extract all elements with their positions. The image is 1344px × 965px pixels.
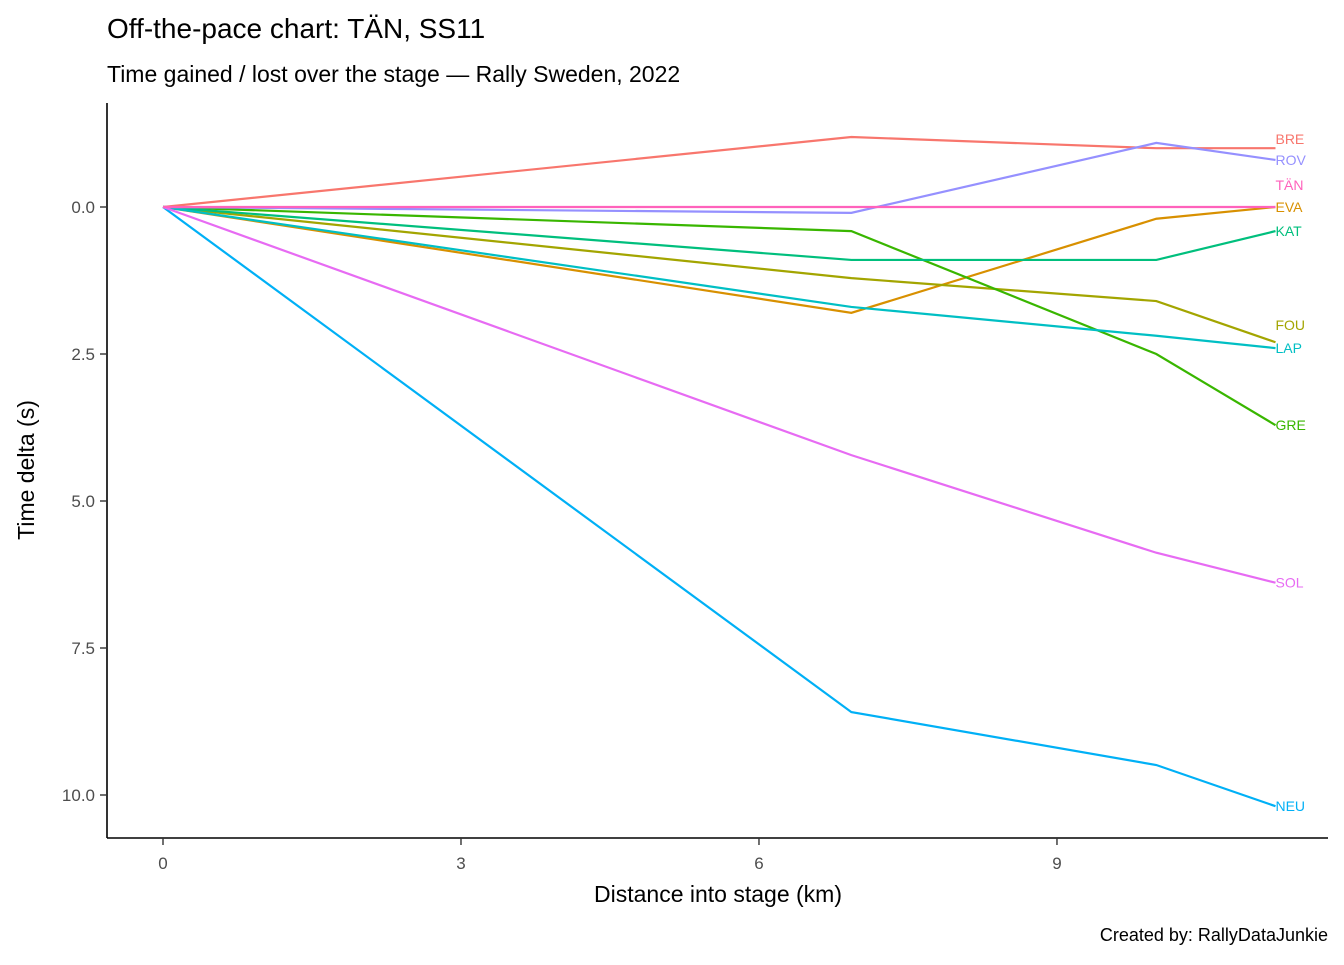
series-end-label: EVA: [1275, 199, 1303, 215]
series-line-sol: [162, 205, 1276, 584]
series-end-label: LAP: [1275, 340, 1301, 356]
series-line-rov: [162, 141, 1276, 214]
series-line-bre: [162, 135, 1276, 209]
x-tick-label: 6: [754, 854, 763, 873]
x-axis-label: Distance into stage (km): [594, 881, 842, 907]
series-end-label: SOL: [1275, 575, 1303, 591]
series-line-gre: [162, 205, 1277, 427]
series-end-label: TÄN: [1275, 177, 1303, 193]
y-tick-label: 2.5: [71, 345, 95, 364]
y-tick-label: 10.0: [62, 786, 95, 805]
series-end-label: BRE: [1275, 131, 1304, 147]
series-end-label: NEU: [1275, 798, 1305, 814]
y-tick-label: 5.0: [71, 492, 95, 511]
chart-title: Off-the-pace chart: TÄN, SS11: [107, 13, 485, 44]
x-axis-ticks: 0 3 6 9: [158, 838, 1062, 873]
series-line-lap: [162, 205, 1276, 350]
x-tick-label: 0: [158, 854, 167, 873]
series-line-fou: [162, 205, 1276, 344]
series-line-kat: [162, 205, 1276, 262]
chart-subtitle: Time gained / lost over the stage — Rall…: [107, 61, 680, 87]
chart-caption: Created by: RallyDataJunkie: [1100, 925, 1328, 945]
y-axis-label: Time delta (s): [13, 400, 39, 540]
series-lines: [162, 135, 1277, 808]
series-end-labels: BRE EVA FOU GRE KAT LAP NEU ROV SOL TÄN: [1275, 131, 1306, 814]
series-end-label: GRE: [1275, 417, 1305, 433]
x-tick-label: 9: [1052, 854, 1061, 873]
series-line-eva: [162, 205, 1276, 314]
series-end-label: ROV: [1275, 152, 1306, 168]
series-end-label: FOU: [1275, 317, 1305, 333]
x-tick-label: 3: [456, 854, 465, 873]
y-tick-label: 0.0: [71, 198, 95, 217]
series-end-label: KAT: [1275, 223, 1302, 239]
series-line-neu: [162, 206, 1276, 808]
y-tick-label: 7.5: [71, 639, 95, 658]
y-axis-ticks: 0.0 2.5 5.0 7.5 10.0: [62, 198, 107, 805]
